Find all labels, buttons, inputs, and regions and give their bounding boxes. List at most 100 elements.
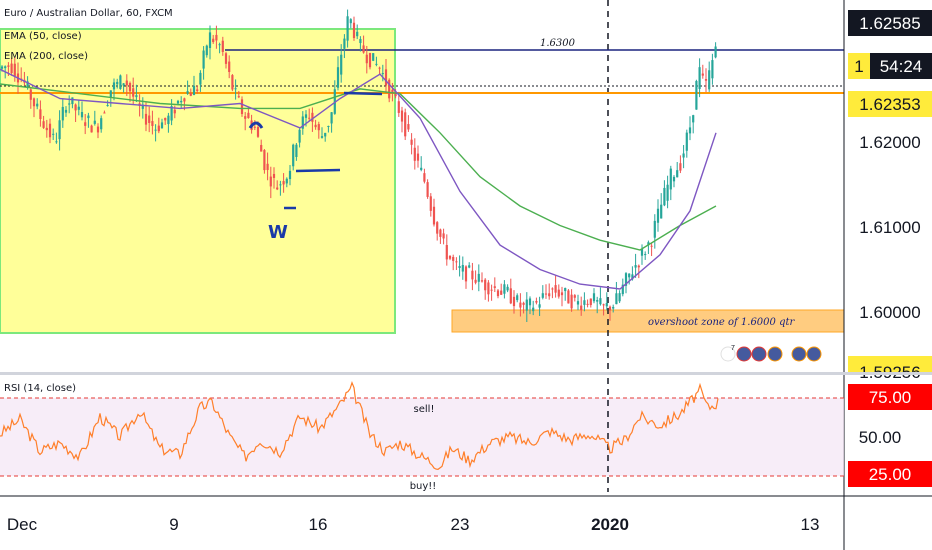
candle-body (436, 222, 439, 234)
candle-body (148, 115, 151, 123)
candle-body (151, 121, 154, 126)
candle-body (314, 124, 317, 128)
candle-body (266, 163, 269, 171)
chart-title[interactable]: Euro / Australian Dollar, 60, FXCM (4, 8, 173, 19)
pane-separator[interactable] (0, 372, 844, 375)
candle-body (269, 176, 272, 187)
candle-body (260, 144, 263, 152)
current-price-tag (848, 91, 932, 117)
candle-body (634, 265, 637, 268)
price-tick: 1.61000 (859, 218, 920, 237)
top-price-tag (848, 10, 932, 36)
candle-body (276, 187, 279, 190)
flag-icon[interactable] (736, 346, 752, 362)
candle-body (464, 266, 468, 282)
candle-body (576, 301, 580, 305)
candle-body (164, 117, 167, 121)
hand-drawings: W (248, 91, 383, 243)
candle-body (279, 184, 282, 186)
candle-body (317, 124, 320, 131)
current-price-label: 1.62353 (859, 95, 920, 114)
candle-body (663, 187, 666, 206)
candle-body (391, 89, 394, 93)
candle-body (701, 73, 704, 76)
candle-body (647, 242, 650, 246)
candle-body (653, 220, 656, 238)
candle-body (512, 296, 516, 307)
candle-body (692, 115, 695, 123)
candle-body (103, 112, 106, 114)
candle-body (404, 112, 407, 137)
candle-body (708, 70, 711, 90)
candle-body (87, 115, 90, 119)
candle-body (477, 273, 480, 282)
ema50-legend[interactable]: EMA (50, close) (4, 31, 82, 42)
candle-body (535, 301, 538, 303)
candle-body (612, 306, 615, 309)
candle-body (423, 173, 426, 182)
candle-body (586, 303, 589, 305)
flag-icon[interactable] (791, 346, 807, 362)
candle-body (416, 153, 420, 161)
candle-body (144, 113, 148, 125)
candle-body (356, 31, 359, 37)
flag-icon[interactable] (767, 346, 783, 362)
time-tick: 13 (801, 515, 820, 534)
candle-body (141, 104, 144, 109)
candle-body (618, 293, 621, 302)
event-icon[interactable] (720, 346, 736, 362)
event-icons[interactable]: 7 (720, 345, 822, 362)
candle-body (244, 116, 247, 119)
candle-body (90, 125, 93, 133)
time-tick: Dec (7, 515, 38, 534)
candle-body (439, 229, 442, 237)
flag-icon[interactable] (806, 346, 822, 362)
candle-body (205, 45, 208, 56)
time-tick: 16 (309, 515, 328, 534)
countdown-prefix: 1 (854, 57, 863, 76)
candle-body (106, 105, 109, 107)
candle-body (256, 126, 260, 137)
candle-body (375, 63, 378, 65)
candle-body (202, 50, 205, 69)
candle-body (173, 109, 176, 114)
candle-body (669, 168, 672, 190)
candle-body (330, 112, 333, 124)
candle-body (295, 144, 298, 158)
candle-body (711, 60, 714, 79)
candle-body (253, 126, 256, 128)
candle-body (682, 153, 685, 158)
candle-body (228, 61, 231, 72)
candle-body (407, 124, 410, 130)
candle-body (119, 75, 122, 89)
candle-body (432, 206, 436, 225)
candle-body (157, 125, 160, 132)
candle-body (199, 72, 202, 85)
candle-body (215, 34, 218, 41)
candle-body (74, 104, 77, 111)
candle-body (132, 88, 135, 97)
rsi-band (0, 398, 844, 476)
candle-body (509, 288, 512, 304)
candle-body (170, 106, 173, 121)
candle-body (26, 81, 29, 87)
events-count: 7 (731, 345, 735, 352)
candle-body (218, 44, 221, 46)
candle-body (621, 284, 624, 295)
candle-body (516, 295, 519, 301)
candle-body (455, 261, 458, 263)
candle-body (519, 302, 522, 308)
ema200-legend[interactable]: EMA (200, close) (4, 51, 88, 62)
candle-body (58, 120, 61, 140)
flag-icon[interactable] (751, 346, 767, 362)
candle-body (112, 82, 116, 90)
candle-body (381, 73, 384, 75)
candle-body (109, 90, 112, 99)
candle-body (340, 54, 343, 75)
candle-body (32, 98, 36, 107)
rsi-legend[interactable]: RSI (14, close) (4, 383, 77, 394)
candle-body (224, 53, 228, 64)
candle-body (608, 306, 612, 311)
countdown-prefix-bg (848, 53, 870, 79)
